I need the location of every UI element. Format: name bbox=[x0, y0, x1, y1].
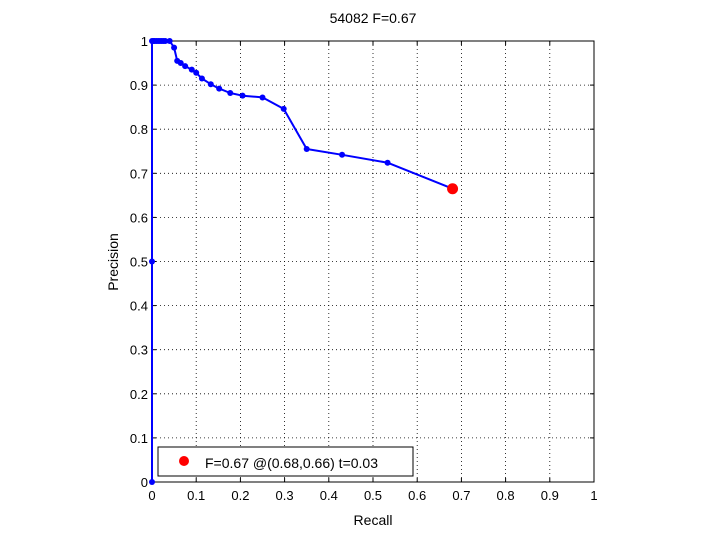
y-tick-label: 0.5 bbox=[130, 255, 148, 270]
x-axis-label: Recall bbox=[354, 512, 393, 528]
y-tick-label: 0.8 bbox=[130, 122, 148, 137]
x-tick-label: 0 bbox=[148, 488, 155, 503]
best-f-point bbox=[447, 183, 459, 195]
pr-curve-point bbox=[216, 85, 223, 92]
pr-curve-point bbox=[227, 90, 234, 97]
x-tick-label: 0.7 bbox=[452, 488, 470, 503]
x-tick-label: 0.5 bbox=[364, 488, 382, 503]
x-tick-label: 0.9 bbox=[541, 488, 559, 503]
pr-curve-point bbox=[303, 146, 310, 153]
y-tick-label: 0.3 bbox=[130, 343, 148, 358]
x-tick-label: 0.2 bbox=[231, 488, 249, 503]
x-tick-label: 0.3 bbox=[276, 488, 294, 503]
pr-curve-point bbox=[198, 75, 205, 82]
x-tick-label: 0.8 bbox=[497, 488, 515, 503]
y-tick-label: 0 bbox=[141, 475, 148, 490]
pr-curve-point bbox=[259, 94, 266, 101]
legend: F=0.67 @(0.68,0.66) t=0.03 bbox=[157, 446, 414, 477]
y-tick-label: 0.4 bbox=[130, 299, 148, 314]
pr-curve-point bbox=[149, 479, 155, 485]
chart-title: 54082 F=0.67 bbox=[330, 10, 417, 26]
pr-curve-point bbox=[339, 151, 346, 158]
x-tick-label: 0.6 bbox=[408, 488, 426, 503]
pr-curve-point bbox=[384, 159, 391, 166]
x-tick-label: 0.1 bbox=[187, 488, 205, 503]
pr-curve-point bbox=[188, 66, 195, 73]
x-tick-label: 0.4 bbox=[320, 488, 338, 503]
axis-ticks: 0 0.1 0.2 0.3 0.4 0.5 0.6 0.7 0.8 0.9 1 0 0.1 0.2 0.3 0… bbox=[130, 34, 598, 503]
pr-curve-point bbox=[280, 105, 287, 112]
y-axis-label: Precision bbox=[105, 233, 121, 291]
legend-label: F=0.67 @(0.68,0.66) t=0.03 bbox=[205, 455, 378, 471]
x-tick-label: 1 bbox=[590, 488, 597, 503]
legend-box bbox=[157, 446, 414, 477]
legend-marker bbox=[179, 456, 189, 466]
pr-curve-point bbox=[239, 92, 246, 99]
y-tick-label: 1 bbox=[141, 34, 148, 49]
y-tick-label: 0.7 bbox=[130, 166, 148, 181]
pr-curve-point bbox=[171, 44, 178, 51]
y-tick-label: 0.2 bbox=[130, 387, 148, 402]
pr-curve-point bbox=[177, 60, 184, 67]
series-layer bbox=[149, 38, 459, 485]
y-tick-label: 0.6 bbox=[130, 210, 148, 225]
grid-lines bbox=[152, 41, 594, 482]
pr-curve-point bbox=[166, 38, 173, 44]
pr-curve-point bbox=[182, 63, 189, 70]
pr-curve-point bbox=[207, 81, 214, 88]
y-tick-label: 0.9 bbox=[130, 78, 148, 93]
pr-curve-point bbox=[162, 38, 169, 44]
pr-curve-point bbox=[149, 258, 155, 265]
pr-curve-point bbox=[193, 69, 200, 76]
y-tick-label: 0.1 bbox=[130, 431, 148, 446]
